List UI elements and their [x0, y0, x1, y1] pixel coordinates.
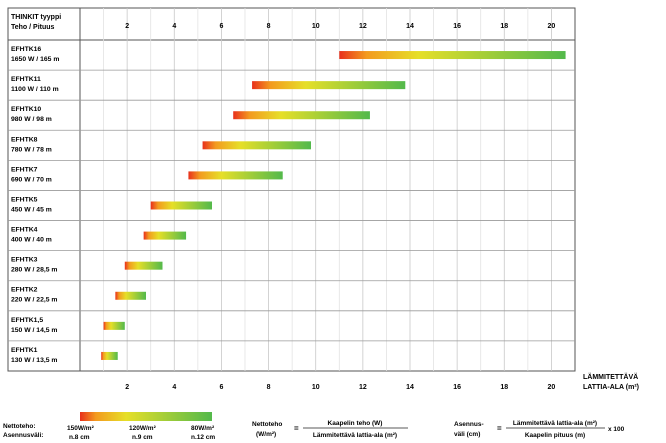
x-tick-label-bottom: 12	[359, 384, 367, 391]
formula1-left-line2: (W/m²)	[256, 431, 276, 438]
x-tick-label-bottom: 16	[453, 384, 461, 391]
row-spec-label: 400 W / 40 m	[11, 237, 52, 244]
formula2-numerator: Lämmitettävä lattia-ala (m²)	[513, 420, 597, 427]
range-bar	[339, 51, 566, 60]
row-spec-label: 980 W / 98 m	[11, 116, 52, 123]
x-tick-label-bottom: 18	[500, 384, 508, 391]
x-axis-label-line1: LÄMMITETTÄVÄ	[583, 373, 638, 381]
row-name-label: EFHTK8	[11, 136, 38, 143]
range-bar	[150, 201, 212, 210]
x-tick-label-top: 16	[453, 23, 461, 30]
row-name-label: EFHTK4	[11, 227, 38, 234]
row-name-label: EFHTK3	[11, 257, 38, 264]
row-name-label: EFHTK1	[11, 347, 38, 354]
chart-frame	[7, 7, 576, 372]
row-name-label: EFHTK16	[11, 46, 41, 53]
range-bar	[124, 261, 163, 270]
formula1-denominator: Lämmitettävä lattia-ala (m²)	[313, 432, 397, 439]
range-bar	[252, 81, 406, 90]
legend-stop-2-spacing: n.9 cm	[132, 434, 153, 441]
x-tick-label-bottom: 20	[548, 384, 556, 391]
formula1-numerator: Kaapelin teho (W)	[328, 420, 383, 427]
range-bar	[233, 111, 370, 120]
x-tick-label-top: 14	[406, 23, 414, 30]
x-tick-label-top: 2	[125, 23, 129, 30]
x-axis-ticks: 2 2 4 4 6 6 8 8 10 10 12 12 14 14 16 16 18 18 20 20	[125, 23, 555, 391]
header-type-label: THINKIT tyyppi	[11, 14, 61, 21]
legend-stop-3-power: 80W/m²	[191, 425, 215, 432]
legend-stop-3-spacing: n.12 cm	[191, 434, 215, 441]
formula2-left-line1: Asennus-	[454, 421, 484, 428]
x-tick-label-bottom: 8	[267, 384, 271, 391]
row-spec-label: 450 W / 45 m	[11, 206, 52, 213]
row-name-label: EFHTK7	[11, 166, 38, 173]
formula2-equals: =	[497, 424, 502, 433]
x-tick-label-bottom: 6	[219, 384, 223, 391]
row-spec-label: 690 W / 70 m	[11, 176, 52, 183]
range-bar	[103, 321, 125, 330]
formula2-multiplier: x 100	[608, 426, 625, 433]
row-name-label: EFHTK1,5	[11, 317, 43, 324]
range-bar	[202, 141, 311, 150]
x-tick-label-top: 10	[312, 23, 320, 30]
range-bar	[143, 231, 187, 240]
x-tick-label-bottom: 14	[406, 384, 414, 391]
legend-stop-1-power: 150W/m²	[67, 425, 95, 432]
row-spec-label: 1650 W / 165 m	[11, 56, 59, 63]
formula1-left-line1: Nettoteho	[252, 421, 282, 428]
x-tick-label-bottom: 4	[172, 384, 176, 391]
range-bar	[115, 291, 146, 300]
formula-installation-spacing: Asennus- väli (cm) = Lämmitettävä lattia…	[454, 420, 625, 439]
row-name-label: EFHTK11	[11, 76, 41, 83]
formula1-equals: =	[294, 424, 299, 433]
x-tick-label-bottom: 2	[125, 384, 129, 391]
chart-rows: EFHTK16 1650 W / 165 m EFHTK11 1100 W / 110…	[11, 46, 566, 364]
row-spec-label: 220 W / 22,5 m	[11, 297, 57, 304]
x-tick-label-top: 20	[548, 23, 556, 30]
row-name-label: EFHTK5	[11, 196, 38, 203]
row-spec-label: 280 W / 28,5 m	[11, 267, 57, 274]
legend-stop-1-spacing: n.8 cm	[69, 434, 90, 441]
chart-grid	[7, 7, 576, 372]
range-bar	[101, 351, 118, 360]
x-axis-label-line2: LATTIA-ALA (m²)	[583, 384, 639, 391]
row-name-label: EFHTK2	[11, 287, 38, 294]
range-bar	[188, 171, 283, 180]
header-spec-label: Teho / Pituus	[11, 24, 55, 31]
x-tick-label-top: 8	[267, 23, 271, 30]
formula2-left-line2: väli (cm)	[454, 431, 480, 438]
row-spec-label: 150 W / 14,5 m	[11, 327, 57, 334]
x-tick-label-top: 6	[219, 23, 223, 30]
row-spec-label: 1100 W / 110 m	[11, 86, 59, 93]
row-spec-label: 130 W / 13,5 m	[11, 357, 57, 364]
legend: Nettoteho: Asennusväli: 150W/m² n.8 cm 1…	[3, 412, 215, 441]
x-tick-label-top: 12	[359, 23, 367, 30]
legend-row-label-spacing: Asennusväli:	[3, 432, 43, 439]
x-tick-label-bottom: 10	[312, 384, 320, 391]
x-tick-label-top: 4	[172, 23, 176, 30]
x-tick-label-top: 18	[500, 23, 508, 30]
legend-stop-2-power: 120W/m²	[129, 425, 157, 432]
formula2-denominator: Kaapelin pituus (m)	[525, 432, 585, 439]
formula-net-power: Nettoteho (W/m²) = Kaapelin teho (W) Läm…	[252, 420, 408, 439]
legend-row-label-power: Nettoteho:	[3, 423, 36, 430]
row-spec-label: 780 W / 78 m	[11, 146, 52, 153]
legend-gradient-bar	[80, 412, 212, 421]
row-name-label: EFHTK10	[11, 106, 41, 113]
